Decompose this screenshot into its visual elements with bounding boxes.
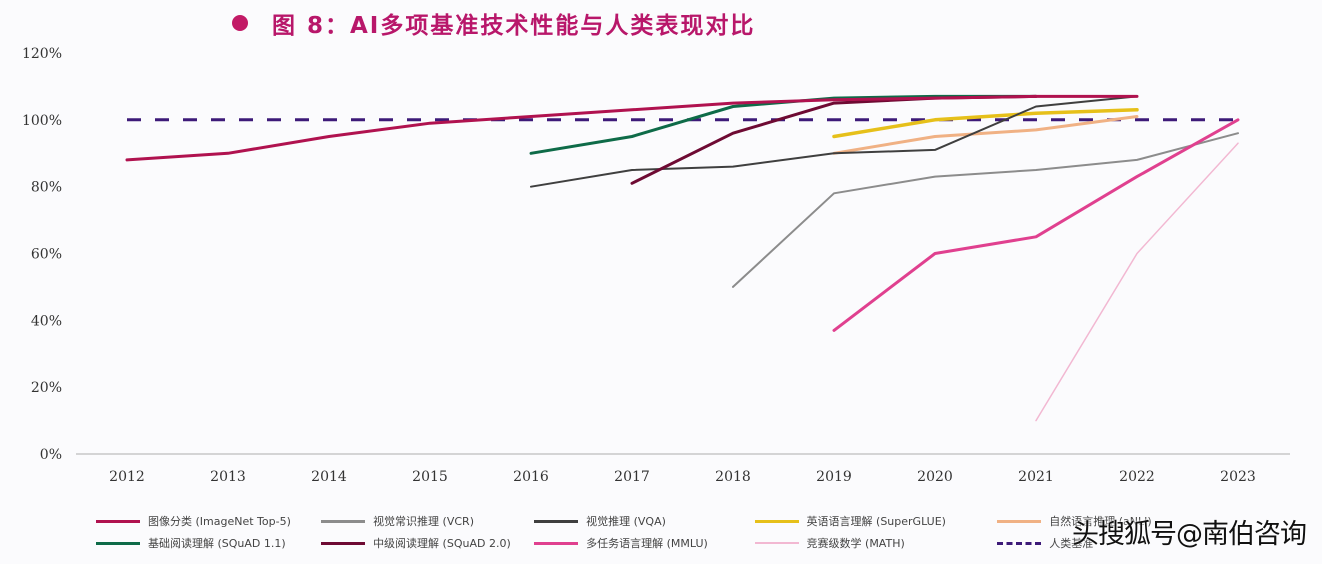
y-tick-label: 20% [31,380,62,396]
x-tick-label: 2019 [816,469,852,485]
x-tick-label: 2013 [210,469,246,485]
legend-item: 基础阅读理解 (SQuAD 1.1) [96,535,321,551]
legend-item: 人类基准 [997,535,1322,551]
legend-item: 多任务语言理解 (MMLU) [534,535,754,551]
series-lines [125,94,1240,422]
chart-title-text: 图 8：AI多项基准技术性能与人类表现对比 [272,13,756,39]
legend-swatch [997,541,1042,545]
x-tick-label: 2022 [1119,469,1155,485]
legend-label: 多任务语言理解 (MMLU) [586,537,708,550]
x-tick-label: 2023 [1220,469,1256,485]
title-bullet-icon [232,15,248,31]
y-tick-label: 80% [31,180,62,196]
chart-title: 图 8：AI多项基准技术性能与人类表现对比 [232,6,755,40]
legend-swatch [96,541,140,545]
legend-swatch [997,519,1042,523]
chart-plot: 0%20%40%60%80%100%120% 2012 2013 2014 2015 2… [22,46,1290,485]
legend-swatch [534,519,579,523]
legend-swatch [321,541,366,545]
y-tick-label: 0% [40,447,62,463]
legend-item: 竞赛级数学 (MATH) [754,535,998,551]
legend-label: 中级阅读理解 (SQuAD 2.0) [373,537,511,550]
series-line-3 [832,108,1139,139]
legend-item: 自然语言推理 (aNLI) [997,513,1322,529]
legend-item: 中级阅读理解 (SQuAD 2.0) [321,535,534,551]
legend-label: 人类基准 [1049,537,1094,550]
legend-swatch [321,519,366,523]
x-tick-label: 2020 [917,469,953,485]
legend: 图像分类 (ImageNet Top-5) 视觉常识推理 (VCR) 视觉推理 (V… [96,510,1322,554]
legend-label: 视觉常识推理 (VCR) [373,515,474,528]
legend-swatch [754,542,799,544]
x-tick-label: 2015 [412,469,448,485]
series-line-8 [1035,142,1239,422]
legend-item: 英语语言理解 (SuperGLUE) [754,513,998,529]
x-axis: 2012 2013 2014 2015 2016 2017 2018 2019 2020 2021… [76,453,1290,485]
legend-label: 自然语言推理 (aNLI) [1049,515,1152,528]
y-axis: 0% 20% 40% 60% 80% 100% 120% [22,46,62,463]
legend-item: 图像分类 (ImageNet Top-5) [96,513,321,529]
series-line-5 [529,94,1038,155]
x-tick-label: 2014 [311,469,347,485]
legend-swatch [96,519,140,523]
legend-label: 视觉推理 (VQA) [586,515,666,528]
x-tick-label: 2016 [513,469,549,485]
watermark: 头搜狐号@南伯咨询 [1072,519,1307,550]
legend-label: 竞赛级数学 (MATH) [806,537,905,550]
x-tick-label: 2017 [614,469,650,485]
legend-label: 基础阅读理解 (SQuAD 1.1) [148,537,286,550]
series-line-2 [530,95,1138,188]
series-line-6 [630,94,1038,185]
legend-label: 图像分类 (ImageNet Top-5) [148,515,291,528]
legend-item: 视觉推理 (VQA) [534,513,754,529]
legend-swatch [754,519,799,523]
y-tick-label: 40% [31,313,62,329]
x-tick-label: 2012 [109,469,145,485]
x-tick-label: 2021 [1018,469,1054,485]
series-line-1 [732,132,1239,288]
series-line-4 [832,115,1139,155]
legend-swatch [534,541,579,545]
x-tick-label: 2018 [715,469,751,485]
series-line-0 [125,94,1139,162]
legend-label: 英语语言理解 (SuperGLUE) [806,515,946,528]
legend-row: 图像分类 (ImageNet Top-5) 视觉常识推理 (VCR) 视觉推理 (V… [96,510,1322,532]
y-tick-label: 120% [22,46,62,62]
series-line-7 [832,118,1240,332]
y-tick-label: 60% [31,247,62,263]
legend-row: 基础阅读理解 (SQuAD 1.1) 中级阅读理解 (SQuAD 2.0) 多任务语… [96,532,1322,554]
y-tick-label: 100% [22,113,62,129]
legend-item: 视觉常识推理 (VCR) [321,513,534,529]
